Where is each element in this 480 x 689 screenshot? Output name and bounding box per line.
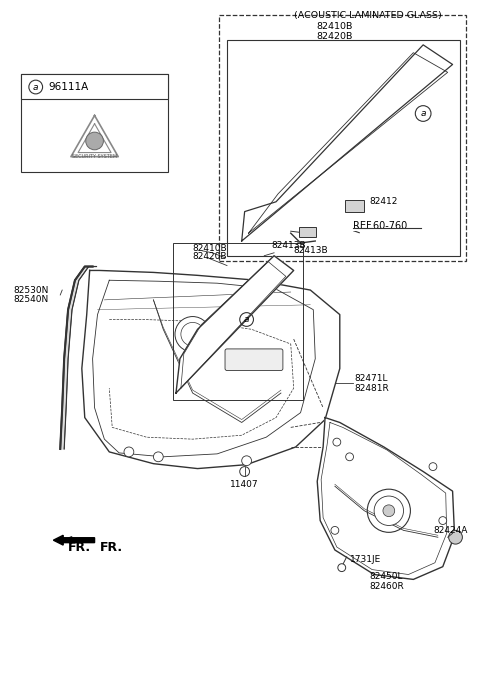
Circle shape: [367, 489, 410, 533]
FancyBboxPatch shape: [21, 74, 168, 99]
Circle shape: [439, 517, 447, 524]
Text: 82471L: 82471L: [355, 374, 388, 383]
FancyArrow shape: [53, 535, 95, 545]
Polygon shape: [82, 271, 340, 469]
FancyBboxPatch shape: [219, 15, 466, 260]
FancyBboxPatch shape: [227, 40, 460, 256]
Text: REF.60-760: REF.60-760: [352, 221, 407, 232]
Polygon shape: [317, 418, 455, 579]
FancyBboxPatch shape: [21, 74, 168, 172]
Text: 82410B: 82410B: [192, 244, 228, 253]
Circle shape: [124, 447, 134, 457]
Circle shape: [338, 564, 346, 572]
Polygon shape: [60, 267, 96, 449]
Text: 82413B: 82413B: [293, 246, 328, 255]
Text: 82424A: 82424A: [433, 526, 468, 535]
Polygon shape: [176, 256, 294, 393]
FancyBboxPatch shape: [345, 200, 364, 212]
Circle shape: [429, 463, 437, 471]
Text: a: a: [33, 83, 38, 92]
Text: SECURITY SYSTEM: SECURITY SYSTEM: [72, 154, 117, 159]
Text: 82412: 82412: [369, 197, 397, 206]
Circle shape: [240, 313, 253, 327]
Text: 82410B: 82410B: [317, 22, 353, 31]
Circle shape: [175, 316, 210, 352]
Circle shape: [181, 322, 204, 346]
Circle shape: [331, 526, 339, 534]
Circle shape: [240, 466, 250, 476]
Text: 82450L: 82450L: [369, 572, 403, 581]
Text: a: a: [244, 315, 249, 324]
Circle shape: [242, 456, 252, 466]
Text: 82460R: 82460R: [369, 582, 404, 590]
Circle shape: [374, 496, 404, 526]
Circle shape: [333, 438, 341, 446]
Text: 82540N: 82540N: [13, 296, 48, 305]
Text: 11407: 11407: [230, 480, 259, 489]
Text: 82481R: 82481R: [355, 384, 389, 393]
Circle shape: [449, 531, 462, 544]
Text: 82530N: 82530N: [13, 285, 48, 295]
Circle shape: [86, 132, 103, 150]
Circle shape: [154, 452, 163, 462]
Circle shape: [346, 453, 353, 461]
Text: FR.: FR.: [68, 541, 91, 553]
Text: 96111A: 96111A: [48, 82, 89, 92]
Circle shape: [383, 505, 395, 517]
FancyBboxPatch shape: [299, 227, 316, 237]
Text: 82420B: 82420B: [317, 32, 353, 41]
Text: 1731JE: 1731JE: [349, 555, 381, 564]
Text: 82420B: 82420B: [192, 251, 227, 260]
Circle shape: [415, 105, 431, 121]
Text: a: a: [420, 109, 426, 118]
Text: (ACOUSTIC LAMINATED GLASS): (ACOUSTIC LAMINATED GLASS): [294, 10, 442, 19]
FancyBboxPatch shape: [225, 349, 283, 371]
Circle shape: [29, 80, 43, 94]
Text: 82413B: 82413B: [271, 241, 306, 250]
Text: FR.: FR.: [99, 541, 122, 553]
